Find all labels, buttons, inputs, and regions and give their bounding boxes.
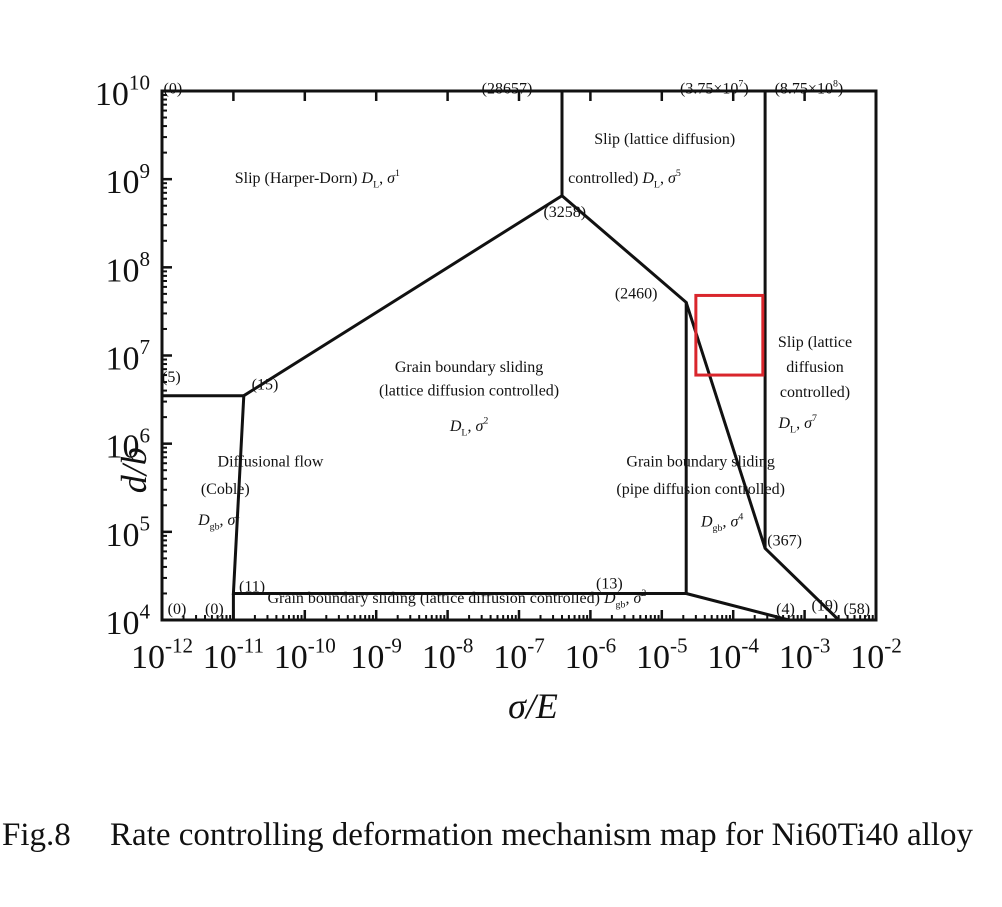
region-label: (lattice diffusion controlled) [379,383,559,400]
region-label: DL, σ7 [777,413,817,436]
region-label: Diffusional flow [218,454,324,471]
region-label: (pipe diffusion controlled) [616,481,785,498]
x-tick-label: 10-5 [636,634,688,676]
region-label: Grain boundary sliding [395,359,543,376]
x-tick-label: 10-10 [274,634,336,676]
region-label: Slip (lattice [778,334,852,351]
region-label: Dgb, σ1 [197,510,240,533]
boundary-value-label: (0) [168,601,187,618]
boundary-value-label: (3.75×107) [680,78,749,97]
caption-label: Fig.8 [2,817,71,853]
boundary-value-label: (11) [239,578,265,595]
mechanism-boundaries [162,91,840,622]
boundary-value-label: (13) [596,575,623,592]
x-axis-label: σ/E [508,686,558,726]
region-label: diffusion [786,359,843,376]
region-labels: Slip (Harper-Dorn) DL, σ1 Slip (lattice d… [197,131,852,611]
highlight-box [694,293,765,377]
y-tick-label: 108 [105,247,150,289]
x-tick-label: 10-7 [493,634,545,676]
y-tick-label: 107 [105,335,150,377]
boundary-value-label: (5) [162,369,181,386]
boundary-value-label: (0) [205,601,224,618]
region-label: (Coble) [201,481,250,498]
region-label: controlled) DL, σ5 [568,168,681,191]
boundary-value-label: (0) [164,81,183,98]
boundary-value-label: (4) [776,601,795,618]
x-tick-label: 10-4 [707,634,759,676]
boundary-value-label: (15) [252,377,279,394]
plot-frame [160,89,878,622]
boundary-value-label: (8.75×108) [775,78,844,97]
boundary-value-label: (367) [767,532,802,549]
boundary-value-label: (2460) [615,285,658,302]
x-tick-label: 10-12 [131,634,193,676]
deformation-mechanism-map: Slip (Harper-Dorn) DL, σ1 Slip (lattice d… [95,71,902,726]
boundary-line [243,193,688,594]
region-label: Grain boundary sliding (lattice diffusio… [267,588,646,611]
boundary-line [685,592,790,622]
region-label: controlled) [780,384,850,401]
region-label: Grain boundary sliding [626,454,774,471]
boundary-value-label: (3258) [543,204,586,221]
y-tick-label: 1010 [95,71,150,113]
x-tick-label: 10-9 [350,634,402,676]
y-tick-label: 105 [105,512,150,554]
highlight-box-layer [694,293,765,377]
y-tick-label: 106 [105,423,150,465]
boundary-value-label: (19) [812,597,839,614]
region-label: Slip (lattice diffusion) [594,131,735,148]
region-label: Dgb, σ4 [700,511,743,534]
x-tick-label: 10-2 [850,634,902,676]
y-tick-labels: 104 105 106 107 108 109 1010 [95,71,151,642]
x-tick-label: 10-8 [422,634,474,676]
region-label: Slip (Harper-Dorn) DL, σ1 [235,168,400,191]
x-tick-label: 10-11 [203,634,264,676]
y-tick-label: 109 [105,159,150,201]
x-tick-label: 10-6 [565,634,617,676]
caption-text: Rate controlling deformation mechanism m… [110,817,974,853]
boundary-value-label: (28657) [482,81,533,98]
x-tick-label: 10-3 [779,634,831,676]
x-tick-labels: 10-12 10-11 10-10 10-9 10-8 10-7 10-6 10-5 10-4 1… [131,634,902,676]
y-axis-label: d/b [114,447,154,493]
y-tick-label: 104 [105,600,150,642]
boundary-value-label: (58) [843,601,870,618]
region-label: DL, σ2 [449,416,489,439]
